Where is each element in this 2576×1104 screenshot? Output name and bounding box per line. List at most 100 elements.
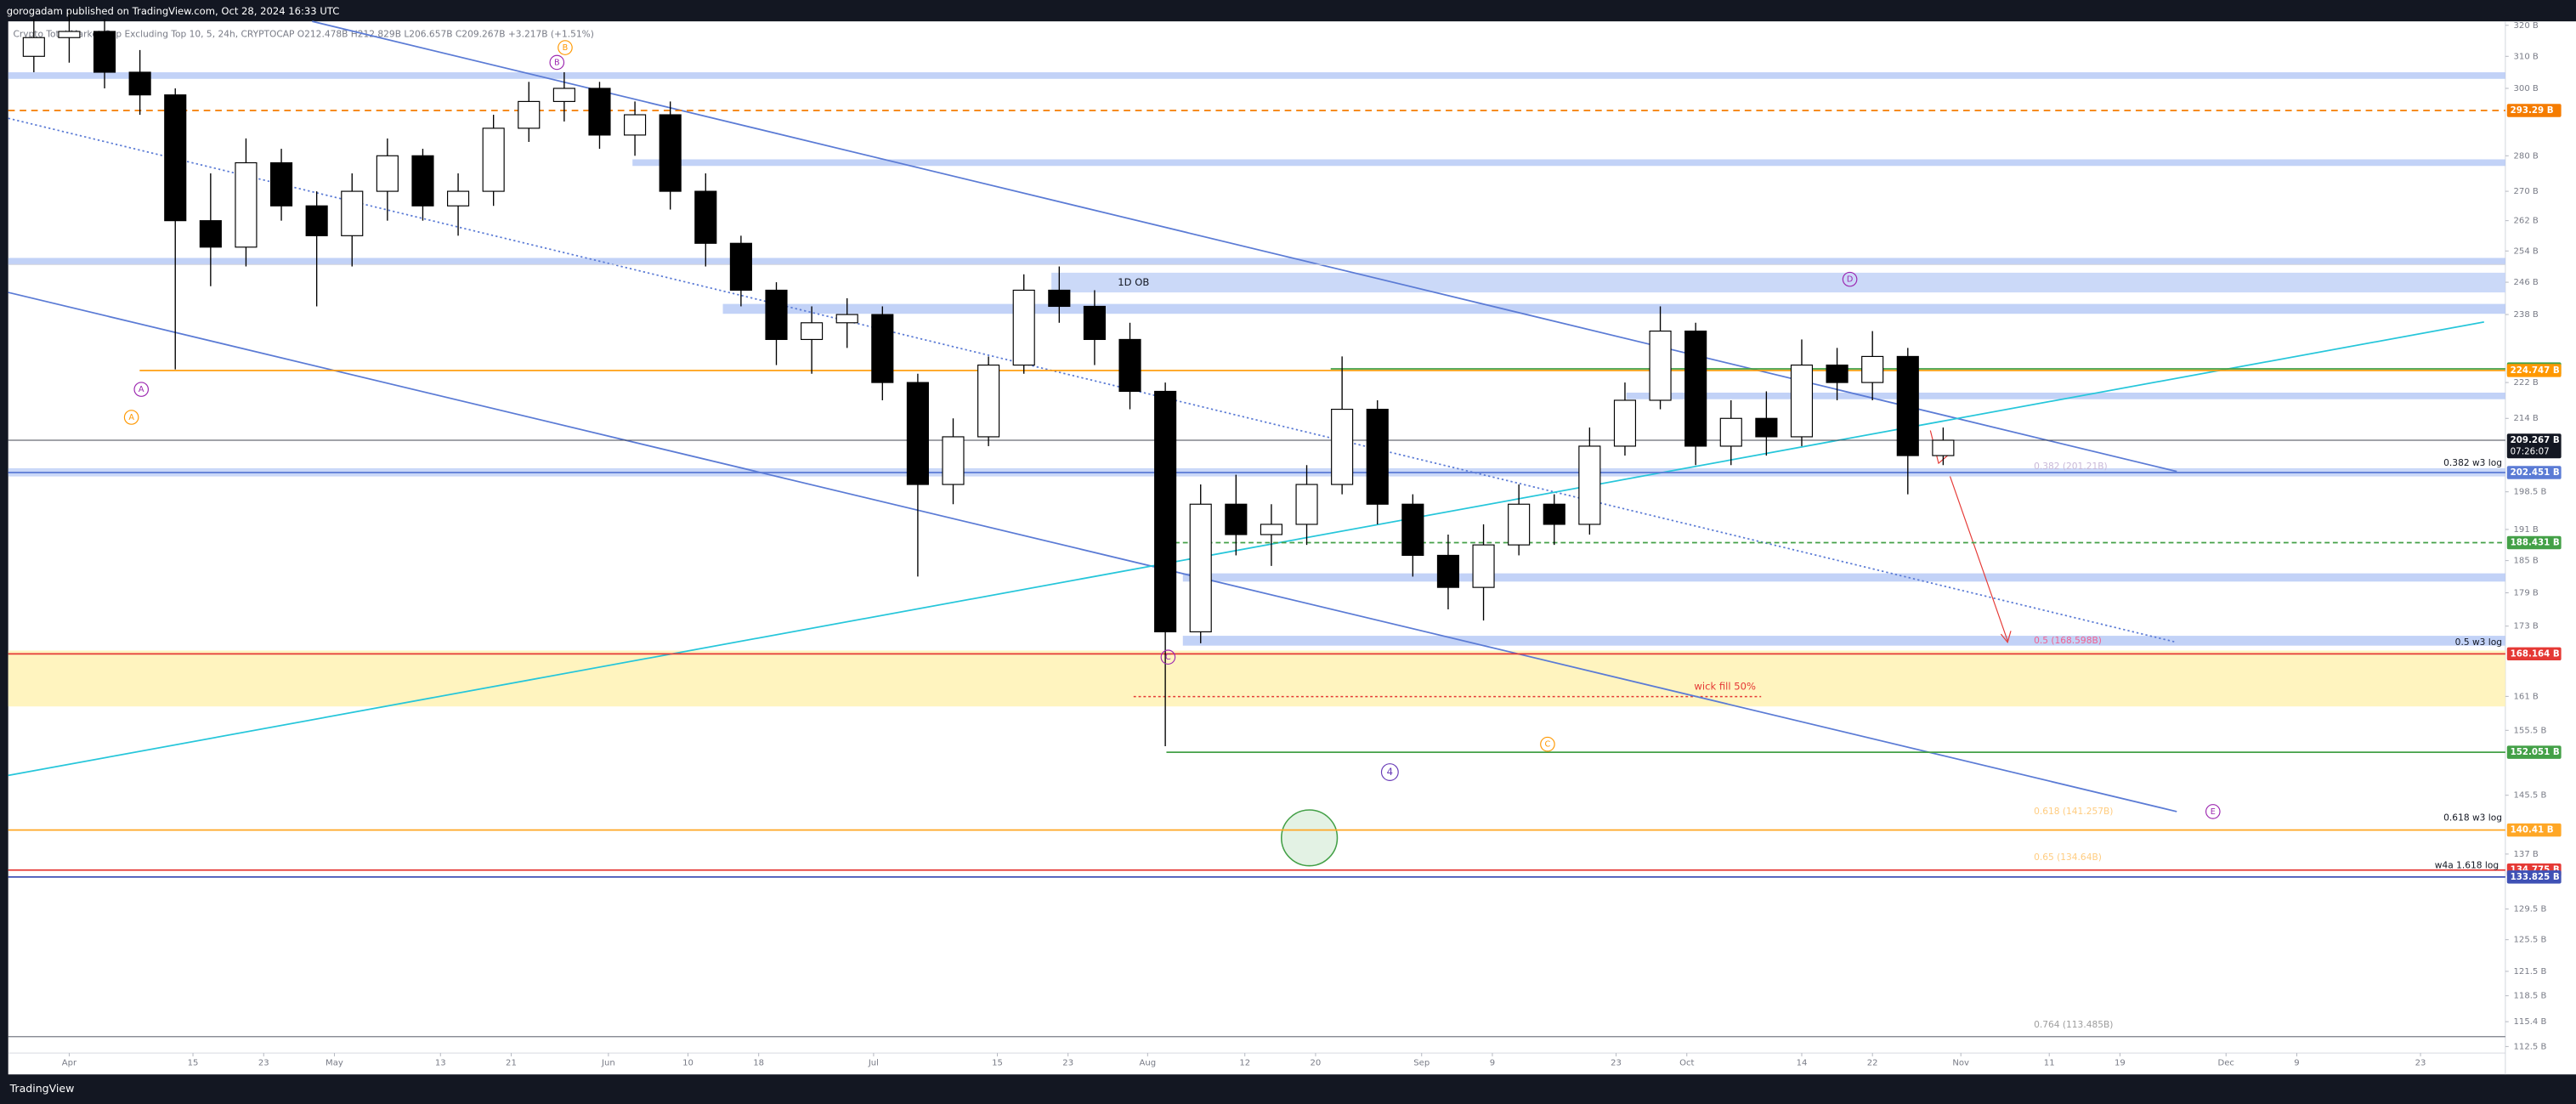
- y-tick-label: 173 B: [2514, 622, 2539, 631]
- zone: [1182, 573, 2505, 582]
- y-tick-label: 179 B: [2514, 589, 2539, 598]
- y-tick-label: 155.5 B: [2514, 726, 2547, 735]
- price-badge-label: 224.747 B: [2511, 365, 2560, 376]
- zone: [1626, 392, 2505, 399]
- wave-marker: [1160, 649, 1176, 665]
- candle-body: [1826, 364, 1848, 383]
- imbalance-zone: [8, 650, 2505, 707]
- x-tick-label: 14: [1797, 1059, 1808, 1068]
- y-tick-label: 185 B: [2514, 557, 2539, 566]
- x-tick-label: 23: [1611, 1059, 1622, 1068]
- target-circle: [1280, 809, 1339, 867]
- price-badge: [2506, 870, 2562, 884]
- candle-body: [659, 114, 682, 192]
- candle-body: [1613, 399, 1637, 447]
- candle-body: [1719, 417, 1742, 447]
- candle-body: [128, 71, 151, 96]
- x-tick-label: Apr: [62, 1059, 77, 1068]
- candle-body: [1684, 330, 1707, 447]
- price-badge-label: 209.267 B: [2511, 435, 2560, 445]
- wave-label: A: [128, 413, 134, 422]
- candle-body: [341, 190, 364, 236]
- candle-body: [1225, 503, 1248, 535]
- trendline: [8, 292, 2177, 812]
- annotation: 0.5 w3 log: [2455, 637, 2502, 648]
- price-badge: [2506, 466, 2562, 479]
- x-tick-label: 23: [1062, 1059, 1073, 1068]
- x-tick-label: 19: [2115, 1059, 2126, 1068]
- y-tick-label: 161 B: [2514, 692, 2539, 701]
- wave-marker: [123, 410, 139, 425]
- candle-body: [93, 31, 116, 73]
- zone: [722, 303, 2505, 314]
- wave-label: B: [554, 58, 560, 67]
- candle-body: [1508, 503, 1531, 546]
- zones: [8, 20, 2505, 867]
- candle-body: [1048, 289, 1071, 308]
- annotation: 0.764 (113.485B): [2034, 1019, 2113, 1030]
- candle-body: [1331, 408, 1354, 485]
- annotation: 0.382 (201.21B): [2034, 461, 2108, 472]
- y-tick-label: 115.4 B: [2514, 1017, 2547, 1027]
- y-tick-label: 280 B: [2514, 151, 2539, 161]
- x-tick-label: 23: [258, 1059, 269, 1068]
- candle-body: [1578, 445, 1601, 525]
- x-tick-label: Aug: [1140, 1059, 1157, 1068]
- y-tick-label: 254 B: [2514, 246, 2539, 256]
- zone: [8, 258, 2505, 265]
- x-tick-label: 15: [992, 1059, 1003, 1068]
- x-tick-label: 21: [506, 1059, 517, 1068]
- wave-marker: [133, 382, 150, 397]
- x-tick-label: Sep: [1413, 1059, 1430, 1068]
- candle-body: [482, 127, 505, 192]
- x-tick-label: Oct: [1679, 1059, 1694, 1068]
- candle-body: [942, 436, 965, 485]
- annotation: wick fill 50%: [1694, 681, 1756, 693]
- candle-body: [1401, 503, 1424, 557]
- candle-body: [871, 314, 894, 383]
- y-tick-label: 145.5 B: [2514, 791, 2547, 801]
- y-tick-label: 125.5 B: [2514, 936, 2547, 945]
- y-tick-label: 121.5 B: [2514, 967, 2547, 977]
- annotation: 0.618 w3 log: [2443, 812, 2502, 824]
- candle-body: [1154, 390, 1177, 632]
- candle-body: [729, 242, 752, 292]
- candle-body: [1118, 338, 1141, 393]
- price-badge-label: 168.164 B: [2511, 648, 2560, 659]
- x-tick-label: Jul: [868, 1059, 879, 1068]
- wave-label: B: [563, 43, 569, 53]
- annotation: w4a 1.618 log: [2435, 860, 2499, 871]
- trendline: [312, 20, 2177, 473]
- x-tick-label: 15: [188, 1059, 199, 1068]
- x-tick-label: 11: [2044, 1059, 2055, 1068]
- candle-body: [199, 220, 222, 248]
- trendline: [8, 117, 2177, 643]
- candle-body: [765, 289, 788, 341]
- candle-body: [1543, 503, 1565, 525]
- y-tick-label: 191 B: [2514, 525, 2539, 535]
- x-tick-label: Jun: [601, 1059, 615, 1068]
- candle-body: [694, 190, 717, 244]
- price-badge: [2506, 104, 2562, 117]
- y-tick-label: 129.5 B: [2514, 905, 2547, 914]
- x-tick-label: 9: [1490, 1059, 1495, 1068]
- brand: TradingView: [9, 1082, 75, 1095]
- wave-label: C: [1545, 740, 1551, 750]
- candle-body: [1896, 355, 1919, 456]
- candle-body: [1260, 524, 1282, 535]
- candle-body: [1932, 439, 1955, 456]
- candle-body: [1436, 554, 1460, 588]
- x-tick-label: 18: [753, 1059, 764, 1068]
- x-tick-label: 20: [1311, 1059, 1322, 1068]
- price-badge-label: 202.451 B: [2511, 467, 2560, 478]
- x-tick-label: 9: [2294, 1059, 2299, 1068]
- price-badge: [2506, 647, 2562, 661]
- x-tick-label: Dec: [2217, 1059, 2233, 1068]
- candle-body: [552, 88, 575, 102]
- x-tick-label: 12: [1239, 1059, 1250, 1068]
- price-badge-label: 188.431 B: [2511, 538, 2560, 548]
- price-badge-label: 140.41 B: [2511, 825, 2554, 835]
- x-tick-label: May: [326, 1059, 343, 1068]
- wave-label: D: [1847, 275, 1853, 285]
